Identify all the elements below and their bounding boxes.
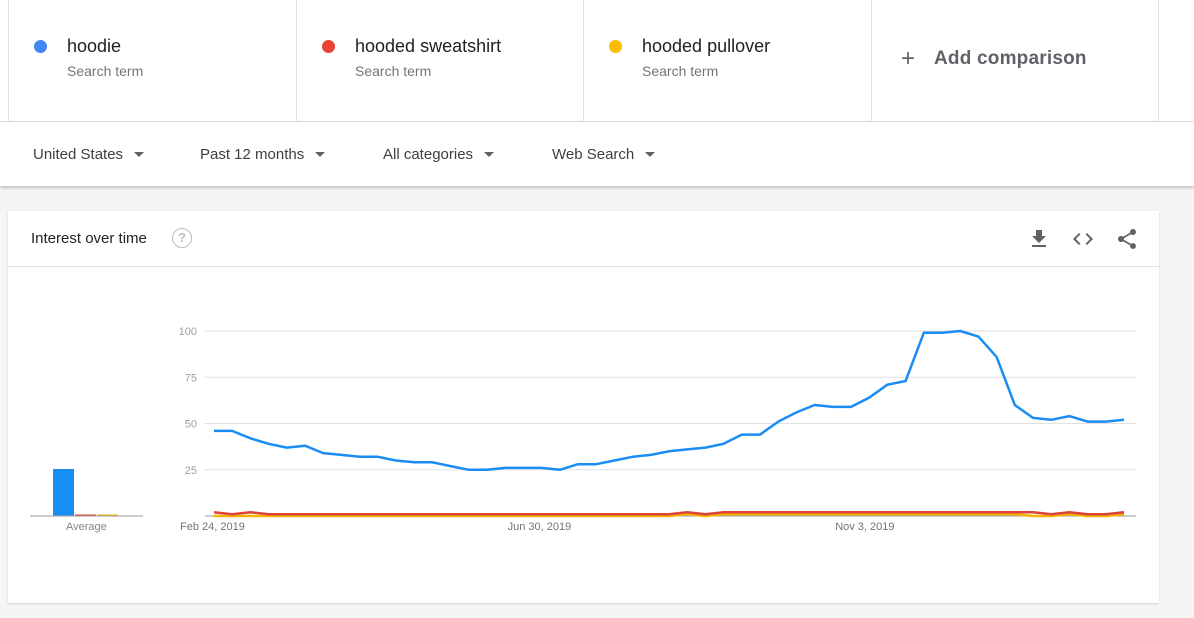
comparison-bar: hoodie Search term hooded sweatshirt Sea…: [0, 0, 1194, 122]
x-tick-label: Jun 30, 2019: [508, 521, 572, 533]
region-dropdown-label: United States: [33, 146, 124, 163]
average-label: Average: [66, 521, 107, 533]
x-tick-label: Feb 24, 2019: [180, 521, 245, 533]
download-icon[interactable]: [1027, 227, 1051, 251]
search-term-type: Search term: [67, 63, 144, 79]
search-term-type: Search term: [642, 63, 719, 79]
add-comparison-button[interactable]: + Add comparison: [898, 47, 1087, 71]
add-comparison-label: Add comparison: [934, 48, 1087, 69]
category-dropdown[interactable]: All categories: [383, 146, 495, 163]
interest-line-chart[interactable]: 25 50 75 100 Feb 24, 2019 Jun 30, 2019 Nov 3, …: [158, 316, 1143, 541]
search-term-name[interactable]: hooded sweatshirt: [355, 36, 502, 56]
share-icon[interactable]: [1115, 227, 1139, 251]
x-tick-label: Nov 3, 2019: [835, 521, 894, 533]
search-term-card[interactable]: hoodie Search term: [8, 0, 296, 121]
add-comparison-card[interactable]: + Add comparison: [871, 0, 1159, 121]
time-range-dropdown[interactable]: Past 12 months: [200, 146, 326, 163]
y-tick-label: 100: [179, 326, 197, 338]
search-term-name[interactable]: hoodie: [67, 36, 122, 56]
card-header: Interest over time ?: [8, 211, 1159, 267]
series-line: [214, 512, 1125, 518]
time-range-dropdown-label: Past 12 months: [200, 146, 305, 163]
filter-bar: United States Past 12 months All categor…: [0, 122, 1194, 186]
caret-down-icon: [315, 152, 326, 157]
embed-icon[interactable]: [1071, 227, 1095, 251]
average-bar: [53, 469, 74, 516]
series-color-dot: [34, 40, 47, 53]
series-color-dot: [609, 40, 622, 53]
search-type-dropdown[interactable]: Web Search: [552, 146, 656, 163]
average-bar-chart: [30, 469, 143, 517]
region-dropdown[interactable]: United States: [33, 146, 145, 163]
search-type-dropdown-label: Web Search: [552, 146, 635, 163]
category-dropdown-label: All categories: [383, 146, 474, 163]
interest-over-time-card: Interest over time ? Average 25 50 75 100 Fe…: [8, 211, 1159, 603]
y-tick-label: 50: [185, 419, 197, 431]
caret-down-icon: [484, 152, 495, 157]
caret-down-icon: [134, 152, 145, 157]
help-icon[interactable]: ?: [172, 228, 192, 248]
series-color-dot: [322, 40, 335, 53]
plus-icon: +: [900, 45, 915, 72]
y-tick-label: 25: [185, 465, 197, 477]
average-bar: [75, 514, 96, 516]
search-term-type: Search term: [355, 63, 432, 79]
search-term-name[interactable]: hooded pullover: [642, 36, 771, 56]
y-tick-label: 75: [185, 372, 197, 384]
series-line: [213, 511, 1125, 516]
caret-down-icon: [645, 152, 656, 157]
series-line: [214, 329, 1125, 472]
search-term-card[interactable]: hooded sweatshirt Search term: [296, 0, 583, 121]
search-term-card[interactable]: hooded pullover Search term: [583, 0, 871, 121]
card-title: Interest over time: [31, 230, 147, 247]
average-bar: [97, 514, 118, 516]
